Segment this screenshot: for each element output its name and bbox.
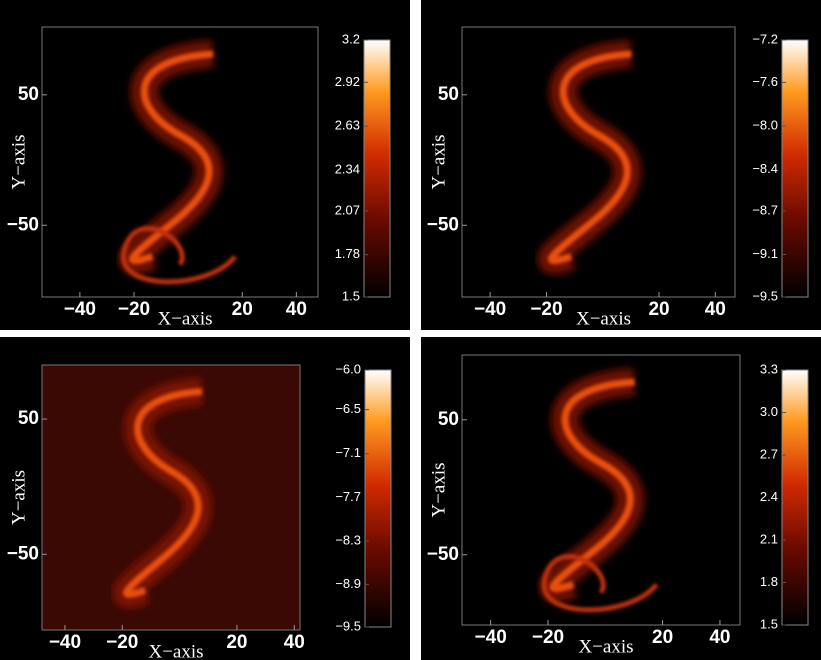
- heatmap-image: [537, 40, 642, 275]
- colorbar-tick-label: 2.7: [760, 446, 778, 461]
- y-axis-label: Y−axis: [428, 134, 449, 189]
- x-axis-label: X−axis: [148, 641, 203, 660]
- colorbar-tick-label: −6.0: [335, 361, 361, 376]
- colorbar-tick-label: −8.3: [335, 533, 361, 548]
- colorbar-tick-label: −9.5: [335, 618, 361, 633]
- colorbar-tick-label: −7.6: [752, 74, 778, 89]
- colorbar-tick-label: 1.78: [335, 246, 360, 261]
- x-tick-label: −40: [475, 627, 507, 648]
- x-tick-label: −40: [49, 632, 81, 653]
- x-tick-label: −20: [106, 632, 138, 653]
- y-tick-label: 50: [18, 408, 39, 429]
- x-tick-label: 40: [709, 627, 730, 648]
- colorbar-tick-label: −8.0: [752, 117, 778, 132]
- heat-core: [128, 50, 214, 265]
- colorbar-tick-label: −7.7: [335, 489, 361, 504]
- x-axis-label: X−axis: [578, 636, 633, 657]
- colorbar: [781, 39, 809, 298]
- heat-swirl: [120, 226, 238, 285]
- colorbar-tick-label: −8.4: [752, 161, 778, 176]
- x-tick-label: 40: [284, 632, 305, 653]
- x-axis-label: X−axis: [157, 308, 212, 329]
- colorbar-tick-label: −7.1: [335, 445, 361, 460]
- colorbar-tick-label: 3.2: [342, 31, 360, 46]
- colorbar: [363, 39, 391, 298]
- colorbar-tick-label: −6.5: [335, 401, 361, 416]
- x-tick-label: −20: [118, 299, 150, 320]
- y-tick-label: 50: [438, 409, 459, 430]
- heatmap-image: [539, 368, 659, 613]
- y-tick-label: 50: [438, 84, 459, 105]
- colorbar-tick-label: 1.8: [760, 574, 778, 589]
- x-tick-label: −20: [530, 299, 562, 320]
- x-tick-label: 40: [705, 299, 726, 320]
- x-tick-label: −40: [64, 299, 96, 320]
- heat-core: [547, 50, 632, 265]
- y-axis-label: Y−axis: [428, 462, 449, 517]
- y-tick-label: −50: [427, 544, 459, 565]
- colorbar-tick-label: 2.63: [335, 118, 360, 133]
- colorbar-tick-label: −8.7: [752, 202, 778, 217]
- colorbar-tick-label: 2.34: [335, 161, 360, 176]
- x-tick-label: −20: [532, 627, 564, 648]
- heat-swirl: [541, 554, 659, 613]
- colorbar-tick-label: 1.5: [760, 616, 778, 631]
- colorbar-tick-label: 2.07: [335, 202, 360, 217]
- colorbar-tick-label: 3.3: [760, 361, 778, 376]
- colorbar-tick-label: 3.0: [760, 404, 778, 419]
- x-tick-label: −40: [474, 299, 506, 320]
- x-tick-label: 20: [226, 632, 247, 653]
- x-tick-label: 20: [648, 299, 669, 320]
- x-tick-label: 20: [652, 627, 673, 648]
- y-tick-label: 50: [18, 84, 39, 105]
- colorbar-tick-label: 1.5: [342, 288, 360, 303]
- heatmap-image: [118, 40, 238, 285]
- y-tick-label: −50: [7, 543, 39, 564]
- heat-core: [549, 378, 635, 593]
- heatmap-image: [112, 377, 213, 609]
- colorbar-tick-label: −9.1: [752, 246, 778, 261]
- x-axis-label: X−axis: [576, 308, 631, 329]
- heat-core: [122, 388, 203, 598]
- colorbar-tick-label: 2.92: [335, 74, 360, 89]
- colorbar-tick-label: 2.4: [760, 489, 778, 504]
- y-axis-label: Y−axis: [8, 134, 29, 189]
- colorbar-tick-label: 2.1: [760, 531, 778, 546]
- colorbar-tick-label: −7.2: [752, 31, 778, 46]
- colorbar-tick-label: −9.5: [752, 288, 778, 303]
- x-tick-label: 40: [286, 299, 307, 320]
- x-tick-label: 20: [232, 299, 253, 320]
- y-tick-label: −50: [427, 214, 459, 235]
- y-axis-label: Y−axis: [8, 470, 29, 525]
- colorbar: [364, 369, 392, 628]
- colorbar-tick-label: −8.9: [335, 576, 361, 591]
- y-tick-label: −50: [7, 214, 39, 235]
